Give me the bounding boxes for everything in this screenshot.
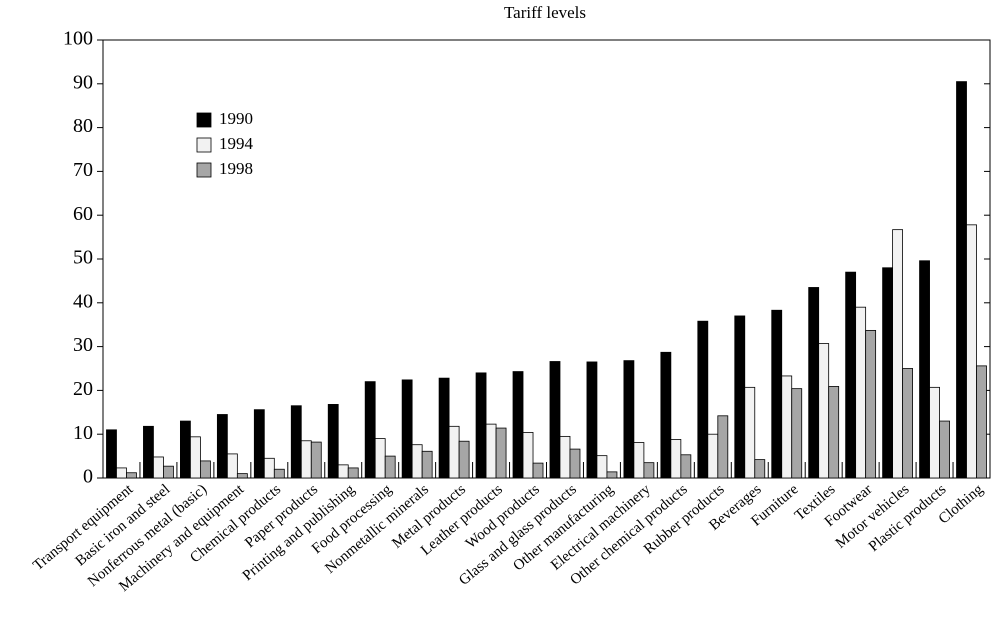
bar [845,271,857,479]
y-tick-label: 0 [83,466,93,488]
y-tick-label: 80 [73,115,93,137]
bar [606,471,618,479]
bar [596,455,608,479]
bar [364,381,376,479]
bar [549,361,561,479]
bar [754,459,766,479]
bar [919,260,930,479]
bar [697,320,709,479]
bar [828,386,840,479]
y-tick-label: 60 [73,203,93,225]
bar [458,440,470,479]
bar [347,467,359,479]
bar [791,388,803,479]
y-tick-label: 40 [73,290,93,312]
bar [179,420,191,479]
bar [106,429,117,479]
bar [116,467,127,479]
y-tick-label: 70 [73,159,93,181]
bar [643,462,655,479]
bar [421,450,433,479]
bar [717,415,729,479]
bar [771,309,783,479]
bar [384,455,396,479]
bar [882,267,894,479]
bar [495,427,507,479]
bar [707,433,719,479]
legend-label: 1990 [219,109,253,128]
bar [143,425,154,479]
bar [808,287,820,479]
bar [163,465,174,479]
bar [216,414,228,479]
bar [199,460,211,479]
bar [929,386,940,479]
bar [290,405,302,479]
legend-swatch [196,137,212,153]
bar [153,456,164,479]
legend-label: 1994 [219,134,254,153]
bar [411,444,423,479]
bar [781,375,793,479]
bar [892,229,904,479]
bar [633,442,645,479]
bar [126,472,137,479]
bar [273,468,285,479]
bar [236,473,248,479]
chart-title: Tariff levels [504,3,586,22]
bar [744,386,756,479]
y-tick-label: 30 [73,334,93,356]
bar [818,343,830,479]
legend-label: 1998 [219,159,253,178]
bar [189,436,201,479]
bar [337,464,349,479]
bar [300,440,312,479]
bar [569,448,581,479]
bar [660,351,672,479]
bar [532,462,544,479]
y-tick-label: 50 [73,247,93,269]
bar [680,454,692,479]
bar [475,372,487,479]
bar [586,361,598,479]
bar [902,368,914,479]
bar [855,306,867,479]
bar [448,425,460,479]
bar [865,329,877,479]
bar [976,365,987,479]
y-tick-label: 10 [73,422,93,444]
y-tick-label: 100 [63,28,93,50]
bar [310,441,322,479]
bar [226,453,238,479]
bar [966,224,977,479]
bar [253,409,265,479]
bar [401,379,413,479]
bar [939,420,950,479]
bar [956,81,967,479]
bar [374,438,386,479]
y-tick-label: 20 [73,378,93,400]
bar [670,439,682,479]
bar [485,423,497,479]
bar [327,404,339,479]
bar [734,315,746,479]
y-tick-label: 90 [73,71,93,93]
bar [438,377,450,479]
bar [623,360,635,479]
legend-swatch [196,162,212,178]
bar [559,435,571,479]
legend-swatch [196,112,212,128]
bar [522,432,534,479]
bar [512,371,524,479]
bar [263,457,275,479]
